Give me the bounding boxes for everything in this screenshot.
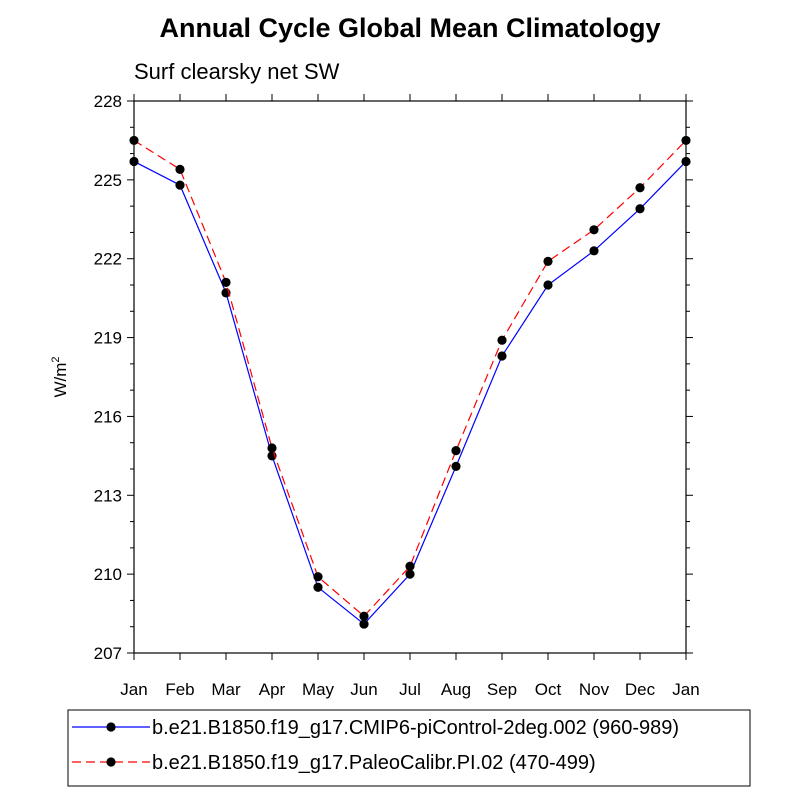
y-tick-label: 219 [94,329,122,348]
plot-frame [133,100,687,654]
x-tick-label: Jan [672,680,699,699]
axis-ticks [127,94,693,660]
series-2-point [589,225,599,235]
series-2-point [313,572,323,582]
series-2-point [221,277,231,287]
series-2-point [175,164,185,174]
y-tick-label: 222 [94,250,122,269]
y-tick-label: 225 [94,171,122,190]
series-2-point [497,335,507,345]
legend-label-1: b.e21.B1850.f19_g17.CMIP6-piControl-2deg… [152,717,679,739]
legend-marker-1 [106,722,116,732]
series-1-point [451,461,461,471]
x-tick-label: Jul [399,680,421,699]
series-2-point [451,446,461,456]
x-tick-label: May [302,680,335,699]
series-2-point [359,611,369,621]
y-tick-label: 207 [94,644,122,663]
y-tick-label: 213 [94,486,122,505]
x-tick-label: Dec [625,680,656,699]
chart-subtitle: Surf clearsky net SW [134,59,340,84]
series-1-point [635,204,645,214]
series-1-line [133,160,687,625]
series-2-point [405,561,415,571]
series-1-point [313,582,323,592]
series-2-point [635,183,645,193]
y-tick-label: 216 [94,407,122,426]
series-1-point [359,619,369,629]
series-2-point [543,256,553,266]
chart-title: Annual Cycle Global Mean Climatology [159,13,660,43]
legend-item-1: b.e21.B1850.f19_g17.CMIP6-piControl-2deg… [72,717,679,739]
y-tick-label: 210 [94,565,122,584]
x-tick-label: Aug [441,680,471,699]
x-tick-label: Nov [579,680,610,699]
legend-label-2: b.e21.B1850.f19_g17.PaleoCalibr.PI.02 (4… [152,752,596,774]
series-1-point [175,180,185,190]
data-series [129,135,691,629]
series-2-point [267,443,277,453]
legend-items: b.e21.B1850.f19_g17.CMIP6-piControl-2deg… [72,717,679,774]
x-tick-label: Sep [487,680,517,699]
x-tick-label: Oct [535,680,562,699]
series-1-point [497,351,507,361]
series-2 [129,135,691,621]
series-2-line [133,139,687,618]
series-1-point [543,280,553,290]
x-tick-label: Jan [120,680,147,699]
x-tick-label: Feb [165,680,194,699]
series-1-point [589,246,599,256]
legend-box [67,709,751,787]
legend-marker-2 [106,757,116,767]
y-tick-labels: 207 210 213 216 219 222 225 228 [94,92,122,663]
x-tick-label: Mar [211,680,241,699]
x-tick-label: Apr [259,680,286,699]
legend-item-2: b.e21.B1850.f19_g17.PaleoCalibr.PI.02 (4… [72,752,596,774]
x-tick-label: Jun [350,680,377,699]
series-1 [129,156,691,629]
legend: b.e21.B1850.f19_g17.CMIP6-piControl-2deg… [67,709,751,787]
y-tick-label: 228 [94,92,122,111]
series-1-point [405,569,415,579]
x-tick-labels: Jan Feb Mar Apr May Jun Jul Aug Sep Oct Nov Dec Jan [120,680,699,699]
y-axis-label: W/m2 [50,356,70,397]
